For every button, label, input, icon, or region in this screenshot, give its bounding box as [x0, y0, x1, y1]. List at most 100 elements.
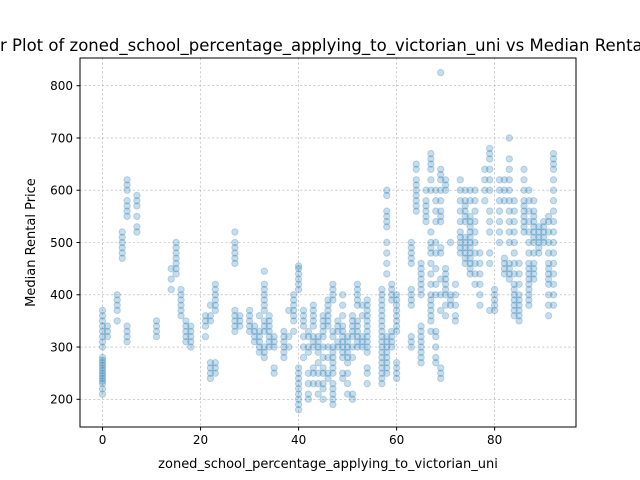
- data-point: [505, 217, 513, 226]
- data-point: [329, 359, 337, 367]
- data-point: [113, 291, 121, 299]
- data-point: [417, 275, 425, 283]
- data-point: [265, 338, 273, 346]
- data-point: [417, 264, 425, 273]
- data-point: [407, 332, 415, 341]
- data-point: [172, 254, 180, 262]
- data-point: [245, 306, 254, 315]
- data-point: [260, 317, 268, 325]
- data-point: [500, 254, 509, 262]
- x-tick-label: 80: [487, 433, 502, 447]
- data-point: [495, 228, 504, 236]
- data-point: [476, 280, 484, 288]
- data-point: [339, 348, 347, 356]
- data-point: [510, 285, 518, 294]
- data-point: [441, 275, 450, 283]
- data-point: [255, 338, 264, 346]
- data-point: [486, 306, 494, 315]
- data-point: [118, 249, 126, 257]
- data-point: [456, 238, 464, 247]
- data-point: [231, 312, 239, 320]
- data-point: [98, 374, 107, 383]
- data-point: [314, 369, 322, 377]
- data-point: [515, 270, 523, 278]
- data-point: [363, 296, 371, 304]
- data-point: [495, 186, 504, 194]
- data-point: [427, 155, 435, 163]
- data-point: [422, 207, 430, 215]
- data-point: [505, 176, 513, 184]
- data-point: [98, 379, 107, 388]
- data-point: [383, 270, 391, 278]
- data-point: [388, 280, 396, 288]
- data-point: [461, 244, 469, 252]
- data-point: [451, 280, 460, 288]
- data-point: [378, 369, 386, 377]
- data-point: [260, 280, 268, 288]
- data-point: [530, 249, 538, 257]
- data-point: [294, 406, 303, 414]
- data-point: [432, 327, 440, 336]
- data-point: [334, 338, 342, 346]
- data-point: [378, 296, 386, 304]
- data-point: [255, 312, 264, 320]
- data-point: [319, 364, 327, 372]
- data-point: [378, 322, 386, 330]
- data-point: [520, 165, 528, 174]
- data-point: [427, 317, 435, 325]
- data-point: [118, 228, 126, 236]
- data-point: [363, 364, 371, 372]
- data-point: [363, 312, 371, 320]
- data-point: [378, 364, 386, 372]
- data-point: [437, 306, 445, 315]
- data-point: [549, 301, 558, 309]
- data-point: [133, 223, 141, 231]
- data-point: [490, 296, 499, 304]
- data-point: [505, 197, 513, 205]
- data-point: [206, 317, 215, 325]
- data-point: [422, 212, 430, 221]
- data-point: [471, 270, 479, 278]
- data-point: [505, 264, 513, 273]
- data-point: [456, 207, 464, 215]
- data-point: [515, 306, 523, 315]
- data-point: [206, 312, 215, 320]
- data-point: [530, 233, 538, 242]
- data-point: [260, 327, 268, 336]
- data-point: [417, 338, 425, 346]
- data-point: [427, 280, 435, 288]
- data-point: [309, 332, 317, 341]
- data-point: [348, 390, 357, 398]
- data-point: [432, 249, 440, 257]
- data-point: [123, 327, 131, 336]
- data-point: [383, 338, 391, 346]
- data-point: [432, 207, 440, 215]
- y-axis-label: Median Rental Price: [24, 178, 39, 307]
- data-point: [270, 364, 278, 372]
- data-point: [152, 332, 161, 341]
- data-point: [466, 259, 474, 268]
- data-point: [98, 377, 107, 385]
- data-point: [177, 296, 185, 304]
- data-point: [383, 207, 391, 215]
- data-point: [167, 264, 175, 273]
- data-point: [525, 207, 533, 215]
- data-point: [544, 291, 553, 299]
- data-point: [329, 353, 337, 362]
- data-point: [540, 217, 548, 226]
- data-point: [412, 197, 420, 205]
- data-point: [363, 338, 371, 346]
- data-point: [206, 364, 215, 372]
- data-point: [363, 343, 371, 351]
- data-point: [378, 312, 386, 320]
- data-point: [329, 364, 337, 372]
- data-point: [329, 379, 337, 388]
- data-point: [319, 317, 327, 325]
- data-point: [348, 312, 357, 320]
- data-point: [495, 197, 504, 205]
- data-point: [515, 280, 523, 288]
- data-point: [510, 197, 518, 205]
- data-point: [466, 238, 474, 247]
- data-point: [206, 301, 215, 309]
- data-point: [270, 338, 278, 346]
